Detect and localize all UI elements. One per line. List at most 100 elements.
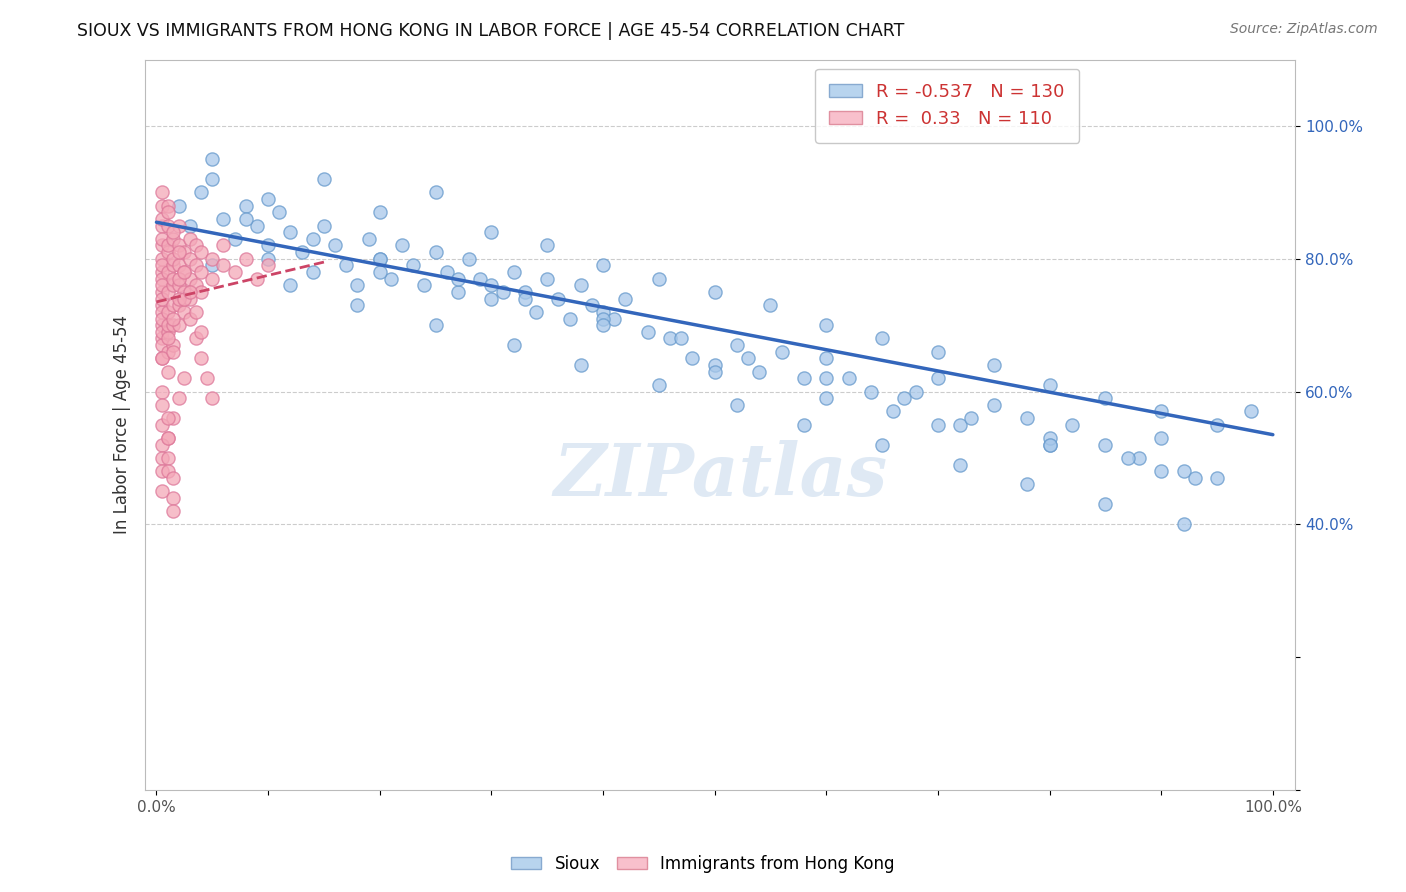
- Point: [150, 305, 173, 319]
- Point: [156, 325, 179, 339]
- Point: [1060, 417, 1083, 432]
- Point: [1206, 417, 1229, 432]
- Point: [1206, 471, 1229, 485]
- Point: [436, 265, 458, 279]
- Point: [150, 211, 173, 226]
- Point: [1038, 431, 1060, 445]
- Point: [904, 384, 927, 399]
- Point: [859, 384, 882, 399]
- Point: [737, 351, 759, 366]
- Point: [190, 285, 212, 299]
- Point: [257, 252, 280, 266]
- Point: [558, 311, 581, 326]
- Point: [150, 398, 173, 412]
- Point: [793, 417, 815, 432]
- Point: [614, 292, 637, 306]
- Point: [150, 199, 173, 213]
- Point: [815, 371, 838, 385]
- Point: [470, 271, 492, 285]
- Point: [1150, 404, 1173, 418]
- Point: [402, 259, 425, 273]
- Point: [1150, 464, 1173, 478]
- Point: [301, 265, 323, 279]
- Point: [173, 285, 195, 299]
- Point: [150, 311, 173, 326]
- Point: [150, 292, 173, 306]
- Point: [156, 331, 179, 345]
- Point: [150, 450, 173, 465]
- Text: ZIPatlas: ZIPatlas: [553, 441, 887, 511]
- Point: [323, 238, 346, 252]
- Point: [838, 371, 860, 385]
- Point: [156, 365, 179, 379]
- Point: [173, 265, 195, 279]
- Point: [513, 285, 536, 299]
- Point: [173, 245, 195, 260]
- Point: [156, 305, 179, 319]
- Point: [167, 219, 190, 233]
- Point: [156, 318, 179, 333]
- Point: [156, 285, 179, 299]
- Point: [1184, 471, 1206, 485]
- Point: [162, 271, 184, 285]
- Point: [162, 298, 184, 312]
- Point: [269, 205, 291, 219]
- Point: [1038, 437, 1060, 451]
- Point: [380, 271, 402, 285]
- Point: [150, 417, 173, 432]
- Point: [1173, 464, 1195, 478]
- Point: [156, 411, 179, 425]
- Point: [569, 278, 592, 293]
- Point: [179, 311, 201, 326]
- Point: [312, 172, 335, 186]
- Point: [235, 211, 257, 226]
- Point: [257, 192, 280, 206]
- Point: [212, 259, 235, 273]
- Point: [179, 292, 201, 306]
- Point: [184, 259, 207, 273]
- Point: [870, 331, 893, 345]
- Point: [447, 285, 470, 299]
- Point: [770, 344, 793, 359]
- Legend: R = -0.537   N = 130, R =  0.33   N = 110: R = -0.537 N = 130, R = 0.33 N = 110: [815, 69, 1080, 143]
- Point: [224, 265, 246, 279]
- Point: [949, 458, 972, 472]
- Point: [150, 484, 173, 499]
- Point: [179, 285, 201, 299]
- Point: [156, 265, 179, 279]
- Point: [150, 232, 173, 246]
- Point: [167, 259, 190, 273]
- Point: [150, 437, 173, 451]
- Point: [368, 252, 391, 266]
- Text: SIOUX VS IMMIGRANTS FROM HONG KONG IN LABOR FORCE | AGE 45-54 CORRELATION CHART: SIOUX VS IMMIGRANTS FROM HONG KONG IN LA…: [77, 22, 904, 40]
- Point: [479, 225, 502, 239]
- Point: [150, 331, 173, 345]
- Point: [335, 259, 357, 273]
- Point: [1038, 437, 1060, 451]
- Point: [167, 238, 190, 252]
- Point: [179, 252, 201, 266]
- Point: [502, 265, 524, 279]
- Point: [150, 186, 173, 200]
- Point: [983, 358, 1005, 372]
- Point: [949, 417, 972, 432]
- Point: [1128, 450, 1150, 465]
- Point: [150, 238, 173, 252]
- Point: [162, 338, 184, 352]
- Point: [167, 271, 190, 285]
- Point: [458, 252, 481, 266]
- Point: [1239, 404, 1261, 418]
- Point: [156, 219, 179, 233]
- Point: [301, 232, 323, 246]
- Point: [592, 305, 614, 319]
- Point: [162, 225, 184, 239]
- Point: [162, 344, 184, 359]
- Point: [212, 211, 235, 226]
- Point: [870, 437, 893, 451]
- Point: [681, 351, 703, 366]
- Point: [793, 371, 815, 385]
- Point: [1094, 497, 1116, 511]
- Point: [479, 278, 502, 293]
- Point: [184, 278, 207, 293]
- Point: [167, 245, 190, 260]
